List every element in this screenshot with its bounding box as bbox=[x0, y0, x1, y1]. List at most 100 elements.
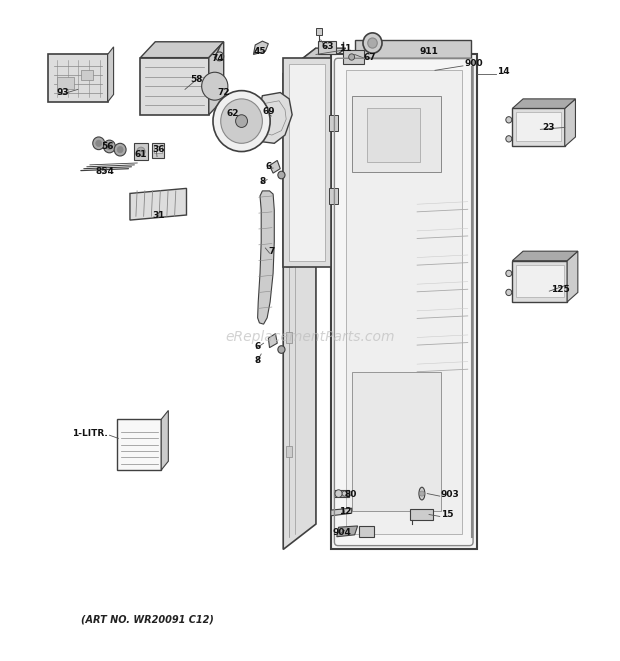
Bar bbox=[410, 510, 433, 520]
Circle shape bbox=[202, 72, 228, 100]
Circle shape bbox=[506, 116, 511, 123]
Bar bbox=[154, 147, 162, 153]
Bar bbox=[286, 446, 292, 457]
Text: 58: 58 bbox=[191, 75, 203, 85]
Polygon shape bbox=[258, 191, 274, 324]
Circle shape bbox=[213, 91, 270, 151]
Bar bbox=[286, 116, 292, 128]
Text: 6: 6 bbox=[254, 342, 261, 351]
Bar bbox=[289, 64, 325, 260]
Circle shape bbox=[215, 52, 224, 61]
Circle shape bbox=[506, 270, 511, 276]
Circle shape bbox=[348, 54, 355, 60]
Text: 67: 67 bbox=[363, 53, 376, 62]
Text: 61: 61 bbox=[134, 149, 146, 159]
Text: 900: 900 bbox=[465, 59, 484, 69]
Polygon shape bbox=[512, 108, 565, 147]
Text: 12: 12 bbox=[340, 507, 352, 516]
Polygon shape bbox=[108, 47, 113, 102]
Polygon shape bbox=[565, 99, 575, 147]
Circle shape bbox=[236, 115, 247, 128]
Circle shape bbox=[95, 140, 102, 147]
Bar bbox=[286, 180, 292, 191]
Text: 62: 62 bbox=[226, 109, 239, 118]
Text: 31: 31 bbox=[152, 210, 164, 219]
Polygon shape bbox=[254, 41, 268, 54]
Circle shape bbox=[104, 140, 115, 153]
Bar bbox=[334, 490, 348, 497]
Circle shape bbox=[363, 33, 382, 53]
Bar bbox=[343, 50, 363, 64]
Polygon shape bbox=[512, 99, 575, 108]
Bar bbox=[355, 40, 471, 58]
Polygon shape bbox=[268, 334, 277, 348]
Text: 8: 8 bbox=[254, 356, 261, 365]
Text: 80: 80 bbox=[344, 490, 356, 498]
Polygon shape bbox=[567, 251, 578, 302]
Bar bbox=[153, 143, 164, 158]
Polygon shape bbox=[512, 251, 578, 260]
Bar bbox=[352, 96, 441, 172]
Polygon shape bbox=[140, 42, 224, 58]
Polygon shape bbox=[48, 54, 108, 102]
Circle shape bbox=[107, 143, 112, 149]
Bar bbox=[283, 58, 331, 267]
Circle shape bbox=[137, 147, 145, 156]
Circle shape bbox=[93, 137, 105, 149]
Text: 63: 63 bbox=[322, 42, 334, 51]
Circle shape bbox=[368, 38, 377, 48]
Circle shape bbox=[420, 491, 424, 496]
Text: 56: 56 bbox=[102, 142, 114, 151]
Circle shape bbox=[278, 171, 285, 179]
Text: 69: 69 bbox=[262, 107, 275, 116]
Text: 903: 903 bbox=[441, 490, 459, 498]
Polygon shape bbox=[130, 188, 187, 220]
Bar bbox=[516, 264, 564, 297]
Text: eReplacementParts.com: eReplacementParts.com bbox=[225, 330, 395, 344]
Polygon shape bbox=[161, 410, 169, 470]
Bar bbox=[81, 70, 93, 80]
Circle shape bbox=[342, 491, 347, 496]
Circle shape bbox=[335, 490, 342, 497]
Bar bbox=[359, 526, 374, 537]
Text: (ART NO. WR20091 C12): (ART NO. WR20091 C12) bbox=[81, 614, 214, 624]
Text: 8: 8 bbox=[259, 177, 265, 186]
Text: 6: 6 bbox=[265, 163, 272, 171]
Circle shape bbox=[278, 346, 285, 354]
Polygon shape bbox=[283, 48, 346, 73]
Bar bbox=[317, 40, 335, 54]
Polygon shape bbox=[140, 58, 209, 115]
Circle shape bbox=[221, 99, 262, 143]
Text: 11: 11 bbox=[340, 44, 352, 53]
Circle shape bbox=[506, 290, 511, 295]
Bar bbox=[329, 115, 338, 131]
Bar bbox=[286, 256, 292, 267]
Bar bbox=[57, 77, 74, 89]
Text: 23: 23 bbox=[542, 123, 555, 132]
Polygon shape bbox=[117, 419, 161, 470]
Bar bbox=[352, 371, 441, 512]
Polygon shape bbox=[512, 260, 567, 302]
Polygon shape bbox=[209, 42, 224, 115]
Polygon shape bbox=[331, 54, 477, 549]
Text: 7: 7 bbox=[268, 247, 275, 256]
Text: 15: 15 bbox=[441, 510, 453, 519]
Ellipse shape bbox=[419, 487, 425, 500]
Bar bbox=[516, 112, 561, 141]
Text: 74: 74 bbox=[211, 54, 224, 63]
Bar bbox=[286, 332, 292, 343]
Bar bbox=[366, 108, 420, 163]
Text: 854: 854 bbox=[95, 167, 114, 176]
Bar bbox=[316, 28, 322, 36]
Bar bbox=[346, 70, 462, 533]
Circle shape bbox=[114, 143, 126, 156]
Bar bbox=[329, 188, 338, 204]
Polygon shape bbox=[331, 508, 352, 516]
Polygon shape bbox=[255, 93, 292, 143]
Polygon shape bbox=[270, 161, 280, 173]
Text: 904: 904 bbox=[332, 527, 351, 537]
Text: 1-LITR.: 1-LITR. bbox=[72, 429, 108, 438]
Text: 125: 125 bbox=[551, 285, 570, 293]
Text: 911: 911 bbox=[420, 47, 438, 56]
Circle shape bbox=[506, 136, 511, 142]
